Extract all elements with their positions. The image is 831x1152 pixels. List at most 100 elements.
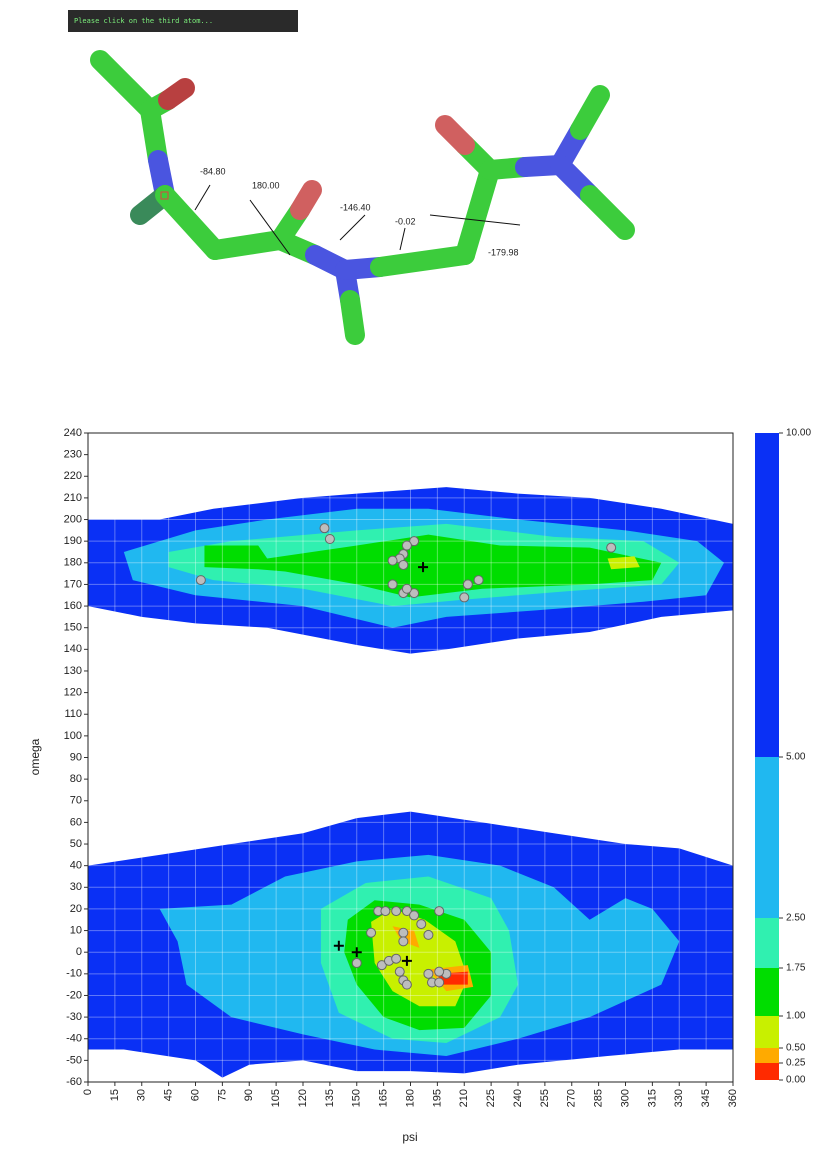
data-point bbox=[392, 907, 401, 916]
x-tick-label: 45 bbox=[163, 1089, 175, 1101]
x-tick-label: 240 bbox=[512, 1089, 524, 1107]
x-tick-label: 60 bbox=[189, 1089, 201, 1101]
x-tick-label: 255 bbox=[539, 1089, 551, 1107]
data-point bbox=[388, 556, 397, 565]
y-tick-label: 200 bbox=[64, 513, 82, 525]
y-tick-label: -60 bbox=[66, 1076, 82, 1088]
x-tick-label: 210 bbox=[458, 1089, 470, 1107]
y-tick-label: 180 bbox=[64, 557, 82, 569]
dihedral-label: -179.98 bbox=[488, 247, 519, 257]
y-axis-label: omega bbox=[28, 738, 42, 775]
data-point bbox=[424, 969, 433, 978]
y-tick-label: 140 bbox=[64, 643, 82, 655]
x-tick-label: 150 bbox=[351, 1089, 363, 1107]
y-tick-label: 220 bbox=[64, 470, 82, 482]
colorbar-label: 0.00 bbox=[786, 1075, 806, 1086]
dihedral-label: -84.80 bbox=[200, 166, 226, 176]
colorbar-segment bbox=[755, 1048, 779, 1063]
colorbar-label: 5.00 bbox=[786, 752, 806, 763]
x-tick-label: 195 bbox=[431, 1089, 443, 1107]
y-tick-label: -40 bbox=[66, 1033, 82, 1045]
dihedral-label: -146.40 bbox=[340, 202, 371, 212]
page: Please click on the third atom... -84.80… bbox=[0, 0, 831, 1152]
x-tick-label: 285 bbox=[593, 1089, 605, 1107]
data-point bbox=[392, 954, 401, 963]
status-text: Please click on the third atom... bbox=[74, 17, 213, 25]
x-tick-label: 345 bbox=[700, 1089, 712, 1107]
data-point bbox=[367, 928, 376, 937]
data-point bbox=[463, 580, 472, 589]
x-axis-label: psi bbox=[402, 1130, 417, 1144]
screen: Please click on the third atom... -84.80… bbox=[0, 0, 831, 1147]
y-tick-label: 40 bbox=[70, 860, 82, 872]
y-tick-label: 0 bbox=[76, 946, 82, 958]
data-point bbox=[435, 978, 444, 987]
x-tick-label: 15 bbox=[109, 1089, 121, 1101]
colorbar-segment bbox=[755, 918, 779, 968]
y-tick-label: 60 bbox=[70, 816, 82, 828]
x-tick-label: 180 bbox=[404, 1089, 416, 1107]
data-point bbox=[435, 967, 444, 976]
data-point bbox=[460, 593, 469, 602]
data-point bbox=[402, 541, 411, 550]
y-tick-label: 230 bbox=[64, 449, 82, 461]
colorbar-label: 0.50 bbox=[786, 1043, 806, 1054]
y-tick-label: 110 bbox=[64, 708, 82, 720]
y-tick-label: 150 bbox=[64, 622, 82, 634]
y-tick-label: 50 bbox=[70, 838, 82, 850]
y-tick-label: -30 bbox=[66, 1011, 82, 1023]
x-tick-label: 315 bbox=[646, 1089, 658, 1107]
dihedral-label: 180.00 bbox=[252, 180, 280, 190]
y-tick-label: 100 bbox=[64, 730, 82, 742]
y-tick-label: 80 bbox=[70, 773, 82, 785]
colorbar-segment bbox=[755, 968, 779, 1016]
colorbar-segment bbox=[755, 1063, 779, 1080]
y-tick-label: 160 bbox=[64, 600, 82, 612]
colorbar-label: 0.25 bbox=[786, 1058, 806, 1069]
y-tick-label: 20 bbox=[70, 903, 82, 915]
data-point bbox=[417, 920, 426, 929]
x-tick-label: 135 bbox=[324, 1089, 336, 1107]
data-point bbox=[410, 911, 419, 920]
data-point bbox=[402, 980, 411, 989]
y-tick-label: 30 bbox=[70, 881, 82, 893]
x-tick-label: 165 bbox=[378, 1089, 390, 1107]
x-tick-label: 300 bbox=[619, 1089, 631, 1107]
x-tick-label: 90 bbox=[243, 1089, 255, 1101]
colorbar-label: 1.75 bbox=[786, 963, 806, 974]
y-tick-label: -20 bbox=[66, 989, 82, 1001]
x-tick-label: 120 bbox=[297, 1089, 309, 1107]
colorbar-segment bbox=[755, 757, 779, 918]
data-point bbox=[435, 907, 444, 916]
colorbar-label: 10.00 bbox=[786, 428, 811, 439]
y-tick-label: 240 bbox=[64, 427, 82, 439]
y-tick-label: 170 bbox=[64, 578, 82, 590]
data-point bbox=[196, 576, 205, 585]
y-tick-label: 70 bbox=[70, 795, 82, 807]
colorbar-label: 2.50 bbox=[786, 913, 806, 924]
x-tick-label: 75 bbox=[216, 1089, 228, 1101]
colorbar-segment bbox=[755, 1016, 779, 1048]
x-tick-label: 225 bbox=[485, 1089, 497, 1107]
data-point bbox=[320, 524, 329, 533]
data-point bbox=[325, 535, 334, 544]
y-tick-label: 190 bbox=[64, 535, 82, 547]
colorbar-segment bbox=[755, 433, 779, 757]
x-tick-label: 270 bbox=[566, 1089, 578, 1107]
x-tick-label: 330 bbox=[673, 1089, 685, 1107]
x-tick-label: 105 bbox=[270, 1089, 282, 1107]
molecule bbox=[100, 60, 625, 335]
data-point bbox=[402, 584, 411, 593]
data-point bbox=[395, 967, 404, 976]
y-tick-label: 210 bbox=[64, 492, 82, 504]
y-tick-label: 90 bbox=[70, 751, 82, 763]
data-point bbox=[474, 576, 483, 585]
colorbar-label: 1.00 bbox=[786, 1011, 806, 1022]
data-point bbox=[399, 937, 408, 946]
y-tick-label: 10 bbox=[70, 924, 82, 936]
y-tick-label: -50 bbox=[66, 1054, 82, 1066]
data-point bbox=[352, 959, 361, 968]
x-tick-label: 0 bbox=[82, 1089, 94, 1095]
dihedral-label: -0.02 bbox=[395, 216, 416, 226]
data-point bbox=[424, 930, 433, 939]
